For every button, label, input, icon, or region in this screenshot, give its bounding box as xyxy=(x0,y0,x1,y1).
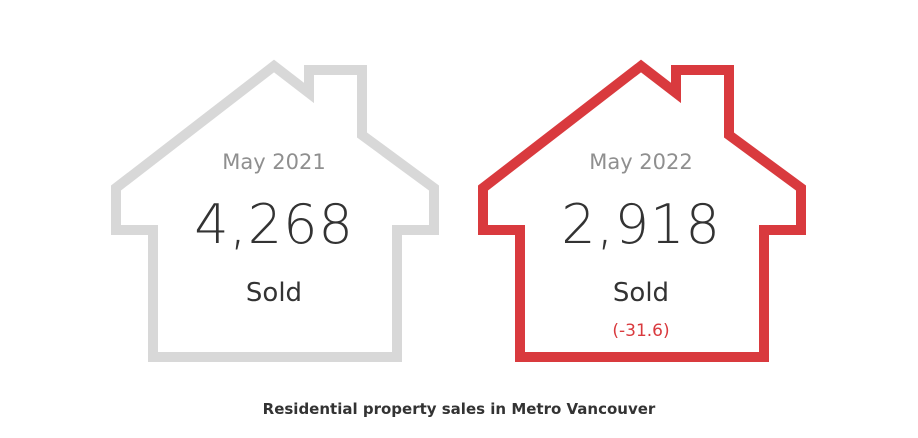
house-outline-2021 xyxy=(111,59,439,362)
caption: Residential property sales in Metro Vanc… xyxy=(262,400,656,418)
percent-change: (-31.6) xyxy=(612,321,670,341)
metric-label: Sold xyxy=(245,278,303,308)
house-outline-icon xyxy=(111,59,439,362)
house-outline-2022 xyxy=(478,59,806,362)
sales-count: 4,268 xyxy=(194,193,354,256)
house-outline-icon xyxy=(478,59,806,362)
sales-count: 2,918 xyxy=(561,193,721,256)
period-label: May 2021 xyxy=(222,150,326,174)
house-card-2022: May 2022 2,918 Sold (-31.6) xyxy=(471,0,811,370)
metric-label: Sold xyxy=(612,278,670,308)
period-label: May 2022 xyxy=(589,150,693,174)
house-card-2021: May 2021 4,268 Sold xyxy=(104,0,444,370)
